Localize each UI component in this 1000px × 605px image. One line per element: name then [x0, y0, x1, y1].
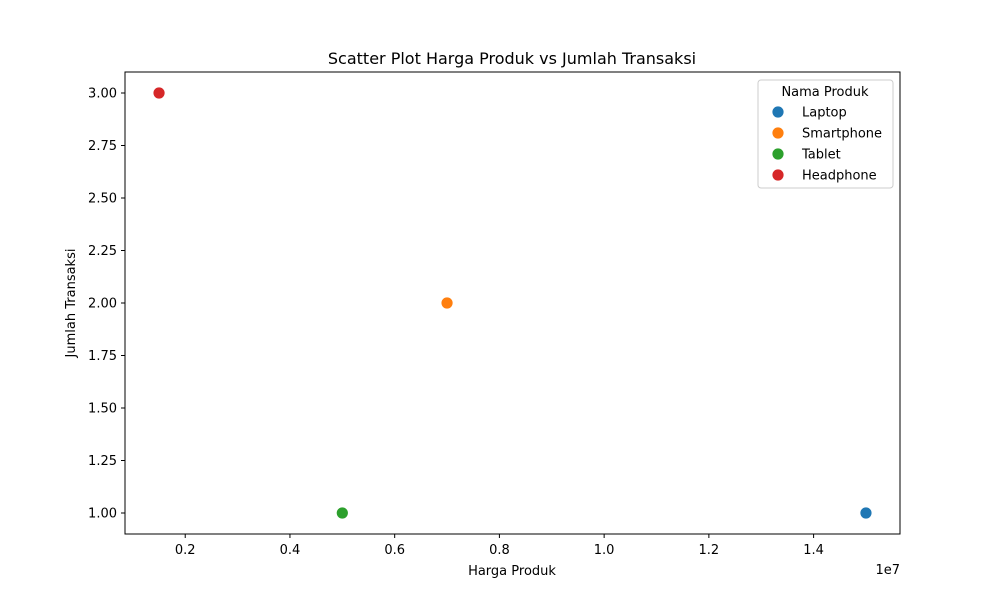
legend-marker-headphone: [771, 168, 785, 182]
legend-label-laptop: Laptop: [802, 106, 847, 121]
x-axis: 0.2 0.4 0.6 0.8 1.0 1.2 1.4: [175, 534, 824, 558]
legend-title: Nama Produk: [781, 85, 869, 100]
legend-label-tablet: Tablet: [801, 148, 841, 163]
data-point-tablet: [335, 506, 349, 520]
legend-marker-smartphone: [771, 126, 785, 140]
legend-marker-laptop: [771, 105, 785, 119]
legend-marker-tablet: [771, 147, 785, 161]
x-tick-label: 0.8: [489, 543, 510, 558]
y-tick-label: 2.00: [88, 297, 117, 312]
data-point-laptop: [859, 506, 873, 520]
y-tick-label: 2.75: [88, 139, 117, 154]
x-axis-label: Harga Produk: [468, 564, 556, 579]
chart-title: Scatter Plot Harga Produk vs Jumlah Tran…: [328, 49, 696, 68]
legend: Nama Produk Laptop Smartphone Tablet Headph…: [757, 79, 894, 189]
y-tick-label: 3.00: [88, 87, 117, 102]
y-tick-label: 1.50: [88, 402, 117, 417]
x-tick-label: 0.6: [384, 543, 405, 558]
x-axis-offset-text: 1e7: [875, 563, 900, 578]
y-axis: 1.00 1.25 1.50 1.75 2.00 2.25 2.50 2.75 3.00: [88, 87, 125, 522]
x-tick-label: 0.2: [175, 543, 196, 558]
y-tick-label: 1.00: [88, 507, 117, 522]
data-point-headphone: [152, 86, 166, 100]
y-tick-label: 1.25: [88, 454, 117, 469]
legend-label-headphone: Headphone: [802, 169, 877, 184]
x-tick-label: 1.4: [803, 543, 824, 558]
x-tick-label: 0.4: [280, 543, 301, 558]
y-tick-label: 1.75: [88, 349, 117, 364]
y-tick-label: 2.50: [88, 192, 117, 207]
y-axis-label: Jumlah Transaksi: [64, 249, 79, 359]
y-tick-label: 2.25: [88, 244, 117, 259]
x-tick-label: 1.2: [699, 543, 720, 558]
legend-label-smartphone: Smartphone: [802, 127, 882, 142]
x-tick-label: 1.0: [594, 543, 615, 558]
legend-box: [757, 79, 894, 189]
data-point-smartphone: [440, 296, 454, 310]
legend-items: Laptop Smartphone Tablet Headphone: [771, 105, 882, 184]
plot-area: [152, 86, 873, 520]
